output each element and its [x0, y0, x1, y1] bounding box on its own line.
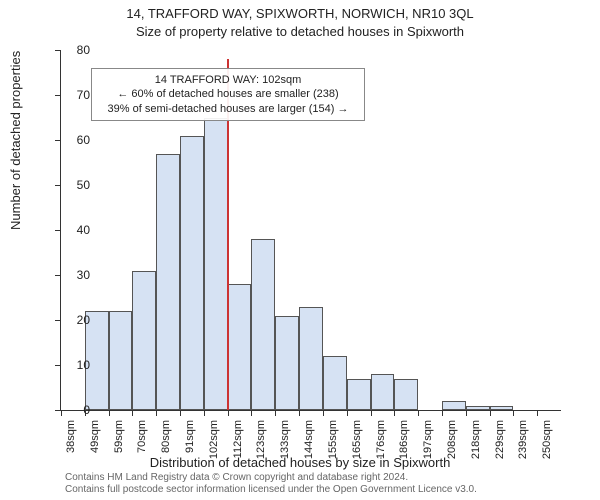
x-axis-label: Distribution of detached houses by size …: [0, 455, 600, 470]
xtick-mark: [347, 410, 348, 416]
ytick-label: 70: [50, 88, 90, 102]
xtick-label: 144sqm: [303, 420, 315, 459]
annotation-line: ← 60% of detached houses are smaller (23…: [98, 87, 358, 101]
xtick-mark: [156, 410, 157, 416]
histogram-bar: [204, 118, 228, 411]
annotation-line: 39% of semi-detached houses are larger (…: [98, 102, 358, 116]
chart-title-desc: Size of property relative to detached ho…: [0, 24, 600, 39]
xtick-label: 112sqm: [232, 420, 244, 458]
histogram-bar: [347, 379, 371, 411]
xtick-label: 123sqm: [255, 420, 267, 459]
ytick-label: 80: [50, 43, 90, 57]
histogram-bar: [323, 356, 347, 410]
histogram-bar: [109, 311, 133, 410]
histogram-bar: [466, 406, 490, 411]
xtick-mark: [275, 410, 276, 416]
histogram-bar: [371, 374, 395, 410]
xtick-mark: [513, 410, 514, 416]
xtick-mark: [180, 410, 181, 416]
xtick-label: 155sqm: [327, 420, 339, 459]
ytick-label: 10: [50, 358, 90, 372]
xtick-label: 165sqm: [351, 420, 363, 459]
ytick-label: 0: [50, 403, 90, 417]
histogram-bar: [275, 316, 299, 411]
ytick-label: 30: [50, 268, 90, 282]
xtick-mark: [537, 410, 538, 416]
y-axis-label: Number of detached properties: [8, 51, 23, 230]
histogram-bar: [180, 136, 204, 411]
xtick-mark: [132, 410, 133, 416]
xtick-label: 176sqm: [375, 420, 387, 459]
histogram-bar: [442, 401, 466, 410]
attribution-line-1: Contains HM Land Registry data © Crown c…: [65, 472, 477, 484]
plot-region: 38sqm49sqm59sqm70sqm80sqm91sqm102sqm112s…: [60, 50, 561, 411]
histogram-bar: [132, 271, 156, 411]
xtick-label: 38sqm: [65, 420, 77, 453]
xtick-label: 70sqm: [136, 420, 148, 453]
annotation-line: 14 TRAFFORD WAY: 102sqm: [98, 73, 358, 87]
xtick-label: 133sqm: [279, 420, 291, 459]
xtick-mark: [371, 410, 372, 416]
histogram-bar: [156, 154, 180, 411]
xtick-label: 80sqm: [160, 420, 172, 453]
xtick-label: 102sqm: [208, 420, 220, 459]
xtick-label: 91sqm: [184, 420, 196, 453]
xtick-label: 208sqm: [446, 420, 458, 459]
ytick-label: 50: [50, 178, 90, 192]
xtick-mark: [418, 410, 419, 416]
xtick-mark: [228, 410, 229, 416]
xtick-label: 250sqm: [541, 420, 553, 459]
chart-area: 38sqm49sqm59sqm70sqm80sqm91sqm102sqm112s…: [60, 50, 560, 410]
xtick-mark: [394, 410, 395, 416]
xtick-label: 186sqm: [398, 420, 410, 459]
ytick-label: 60: [50, 133, 90, 147]
xtick-mark: [323, 410, 324, 416]
xtick-label: 239sqm: [517, 420, 529, 459]
histogram-bar: [394, 379, 418, 411]
chart-title-address: 14, TRAFFORD WAY, SPIXWORTH, NORWICH, NR…: [0, 6, 600, 21]
xtick-mark: [466, 410, 467, 416]
xtick-mark: [490, 410, 491, 416]
attribution-line-2: Contains full postcode sector informatio…: [65, 484, 477, 496]
ytick-label: 40: [50, 223, 90, 237]
annotation-box: 14 TRAFFORD WAY: 102sqm← 60% of detached…: [91, 68, 365, 121]
xtick-label: 229sqm: [494, 420, 506, 459]
xtick-label: 197sqm: [422, 420, 434, 459]
xtick-label: 59sqm: [113, 420, 125, 453]
xtick-mark: [109, 410, 110, 416]
xtick-mark: [299, 410, 300, 416]
xtick-mark: [442, 410, 443, 416]
histogram-bar: [228, 284, 252, 410]
attribution-text: Contains HM Land Registry data © Crown c…: [65, 472, 477, 496]
histogram-bar: [490, 406, 514, 411]
xtick-label: 49sqm: [89, 420, 101, 453]
histogram-bar: [251, 239, 275, 410]
histogram-bar: [299, 307, 323, 411]
xtick-label: 218sqm: [470, 420, 482, 459]
ytick-label: 20: [50, 313, 90, 327]
xtick-mark: [251, 410, 252, 416]
xtick-mark: [204, 410, 205, 416]
